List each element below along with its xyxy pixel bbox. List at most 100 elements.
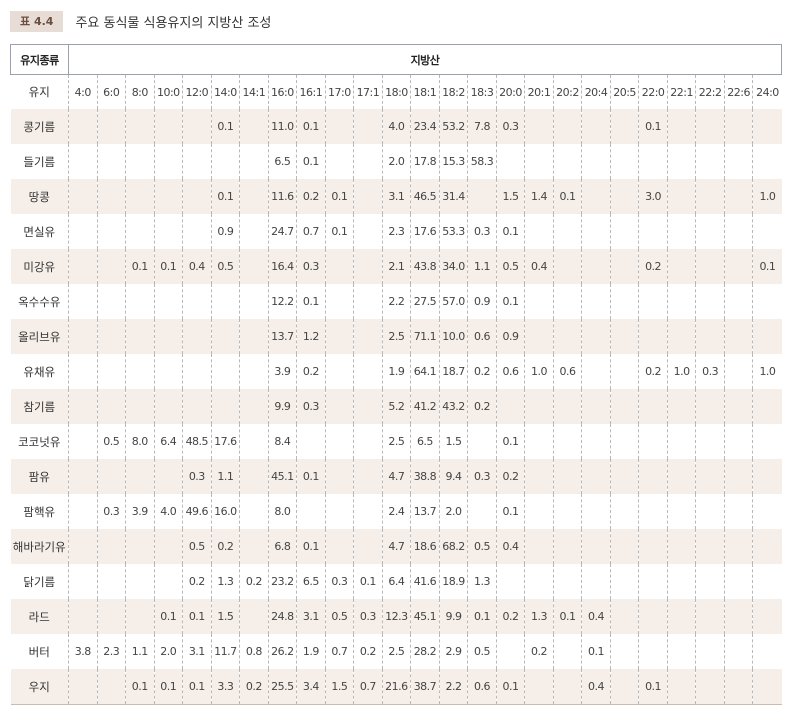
value-cell: 38.8 [410, 459, 440, 494]
value-cell [239, 214, 269, 249]
value-cell [752, 599, 782, 634]
value-cell: 3.1 [182, 634, 212, 669]
value-cell [752, 529, 782, 564]
value-cell [125, 109, 155, 144]
value-cell [125, 214, 155, 249]
value-cell: 11.6 [267, 179, 297, 214]
value-cell [609, 389, 639, 424]
value-cell: 6.5 [267, 144, 297, 179]
value-cell: 17.6 [210, 424, 240, 459]
value-cell [68, 144, 98, 179]
fatty-acid-label: 20:4 [581, 74, 611, 109]
value-cell: 71.1 [410, 319, 440, 354]
value-cell [609, 284, 639, 319]
value-cell [239, 354, 269, 389]
value-cell [324, 424, 354, 459]
value-cell: 4.7 [381, 459, 411, 494]
value-cell: 17.8 [410, 144, 440, 179]
fatty-acid-label: 22:6 [723, 74, 753, 109]
value-cell: 0.2 [495, 459, 525, 494]
value-cell [96, 179, 126, 214]
value-cell [552, 389, 582, 424]
value-cell: 23.4 [410, 109, 440, 144]
value-cell [324, 354, 354, 389]
value-cell: 0.4 [581, 599, 611, 634]
value-cell [125, 179, 155, 214]
value-cell [182, 109, 212, 144]
fatty-acid-label: 8:0 [125, 74, 155, 109]
value-cell: 0.2 [495, 599, 525, 634]
value-cell [353, 109, 383, 144]
value-cell [609, 459, 639, 494]
value-cell: 0.3 [353, 599, 383, 634]
value-cell [609, 599, 639, 634]
value-cell: 8.0 [125, 424, 155, 459]
value-cell: 8.0 [267, 494, 297, 529]
value-cell [609, 354, 639, 389]
value-cell: 28.2 [410, 634, 440, 669]
value-cell [552, 109, 582, 144]
value-cell [182, 284, 212, 319]
value-cell: 1.5 [438, 424, 468, 459]
value-cell [752, 669, 782, 705]
value-cell: 1.9 [296, 634, 326, 669]
value-cell [182, 179, 212, 214]
value-cell [581, 284, 611, 319]
oil-name-cell: 유채유 [23, 364, 56, 379]
value-cell [239, 389, 269, 424]
value-cell [638, 634, 668, 669]
value-cell [125, 389, 155, 424]
value-cell: 0.3 [296, 249, 326, 284]
value-cell: 0.5 [495, 249, 525, 284]
value-cell: 0.1 [210, 179, 240, 214]
table-row: 콩기름 0.1 11.0 0.1 4.0 23.4 53.2 7.8 0.3 0.1 [10, 109, 782, 144]
value-cell: 6.5 [410, 424, 440, 459]
value-cell [524, 494, 554, 529]
value-cell: 2.3 [96, 634, 126, 669]
value-cell [638, 284, 668, 319]
value-cell [153, 109, 183, 144]
value-cell [666, 319, 696, 354]
value-cell [695, 109, 725, 144]
value-cell: 0.8 [239, 634, 269, 669]
value-cell: 0.7 [324, 634, 354, 669]
value-cell [239, 179, 269, 214]
table-row: 올리브유 13.7 1.2 2.5 71.1 10.0 0.6 0.9 [10, 319, 782, 354]
value-cell [96, 284, 126, 319]
value-cell: 49.6 [182, 494, 212, 529]
value-cell: 0.1 [495, 494, 525, 529]
value-cell [524, 529, 554, 564]
value-cell [96, 529, 126, 564]
value-cell [68, 529, 98, 564]
value-cell [752, 634, 782, 669]
table-row: 미강유 0.1 0.1 0.4 0.5 16.4 0.3 2.1 43.8 34.0 1.1 0.5 0… [10, 249, 782, 284]
value-cell [239, 109, 269, 144]
value-cell: 0.2 [296, 179, 326, 214]
value-cell [96, 319, 126, 354]
value-cell [125, 354, 155, 389]
value-cell [96, 109, 126, 144]
value-cell: 0.1 [296, 284, 326, 319]
value-cell [353, 144, 383, 179]
value-cell: 0.2 [296, 354, 326, 389]
value-cell [695, 599, 725, 634]
value-cell [581, 214, 611, 249]
value-cell: 1.1 [125, 634, 155, 669]
value-cell [353, 179, 383, 214]
value-cell [324, 459, 354, 494]
value-cell: 0.2 [638, 249, 668, 284]
value-cell: 31.4 [438, 179, 468, 214]
fatty-acid-label: 22:0 [638, 74, 668, 109]
value-cell: 0.4 [182, 249, 212, 284]
value-cell: 0.2 [638, 354, 668, 389]
value-cell [125, 319, 155, 354]
value-cell [182, 389, 212, 424]
fatty-acid-label: 20:5 [609, 74, 639, 109]
value-cell [467, 179, 497, 214]
fatty-acid-label: 12:0 [182, 74, 212, 109]
table-row: 면실유 0.9 24.7 0.7 0.1 2.3 17.6 53.3 0.3 0.1 [11, 214, 782, 249]
value-cell [581, 144, 611, 179]
value-cell [695, 529, 725, 564]
value-cell [609, 424, 639, 459]
value-cell [524, 389, 554, 424]
